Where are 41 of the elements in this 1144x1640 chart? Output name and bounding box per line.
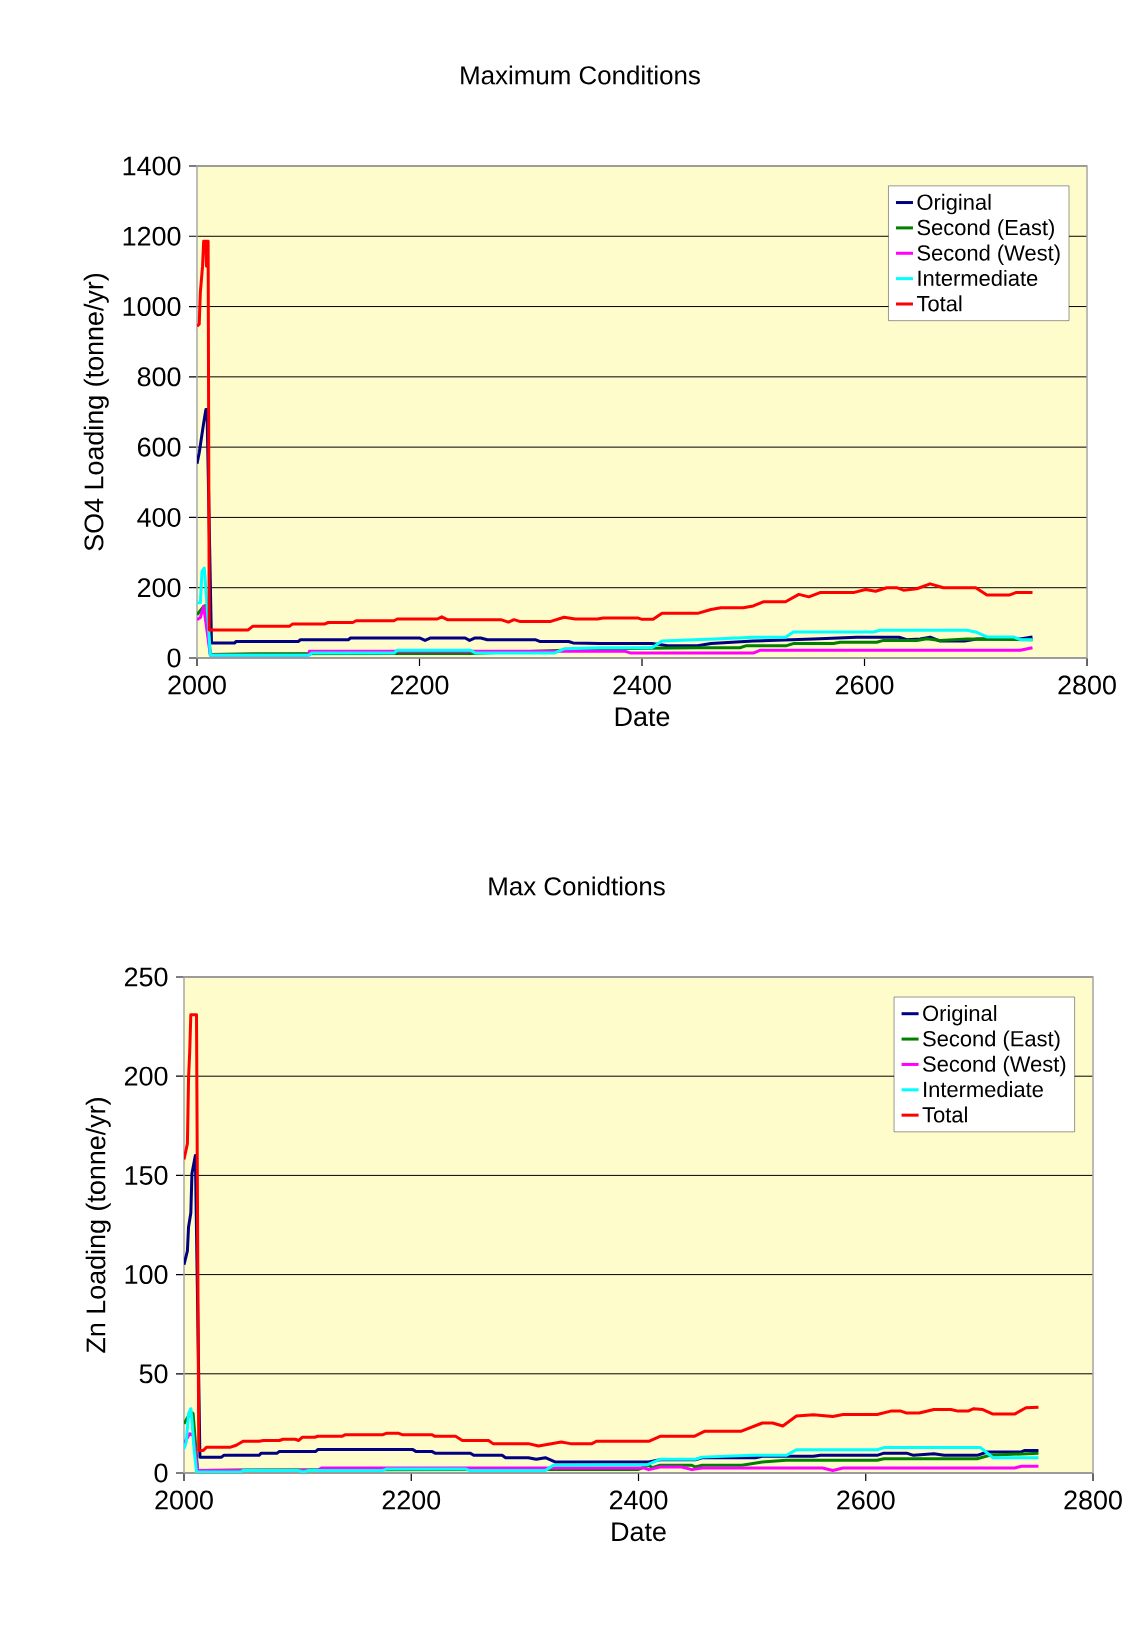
x-tick-label: 2200 xyxy=(382,1490,441,1510)
y-tick-label: 800 xyxy=(137,367,181,387)
x-tick-label: 2600 xyxy=(837,1490,895,1510)
x-tick-label: 2400 xyxy=(613,675,671,695)
y-tick-label: 0 xyxy=(154,1463,168,1483)
chart-title: Max Conidtions xyxy=(489,876,665,896)
legend-label: Original xyxy=(917,193,991,215)
x-tick-label: 2200 xyxy=(390,675,449,695)
legend-label: Total xyxy=(922,1106,967,1123)
chart-title: Maximum Conditions xyxy=(461,65,700,85)
x-tick-label: 2000 xyxy=(168,675,226,695)
x-axis-title: Date xyxy=(612,1522,666,1542)
y-axis-title: SO4 Loading (tonne/yr) xyxy=(83,273,109,551)
y-tick-label: 250 xyxy=(124,967,168,987)
legend-label: Original xyxy=(923,1005,997,1026)
x-tick-label: 2600 xyxy=(835,675,894,695)
x-tick-label: 2800 xyxy=(1058,675,1116,695)
x-tick-label: 2800 xyxy=(1064,1490,1122,1510)
y-tick-label: 50 xyxy=(139,1364,168,1384)
y-axis-title: Zn Loading (tonne/yr) xyxy=(85,1098,111,1353)
y-tick-label: 150 xyxy=(125,1165,168,1185)
y-tick-label: 200 xyxy=(137,578,181,598)
x-tick-label: 2000 xyxy=(155,1490,213,1510)
y-tick-label: 400 xyxy=(137,507,181,527)
y-tick-label: 100 xyxy=(125,1265,168,1285)
x-axis-title: Date xyxy=(615,707,670,727)
x-tick-label: 2400 xyxy=(609,1490,668,1510)
y-tick-label: 200 xyxy=(124,1066,168,1086)
legend-label: Intermediate xyxy=(924,1081,1043,1098)
line-series xyxy=(197,566,1034,657)
legend-label: Total xyxy=(916,295,962,312)
y-tick-label: 1400 xyxy=(123,156,181,176)
y-tick-label: 0 xyxy=(167,648,181,668)
legend-label: Second (West) xyxy=(923,1055,1066,1077)
y-tick-label: 1000 xyxy=(123,297,181,317)
y-tick-label: 1200 xyxy=(123,226,181,246)
legend-label: Second (East) xyxy=(923,1030,1060,1051)
legend-label: Intermediate xyxy=(918,269,1038,287)
legend-label: Second (East) xyxy=(917,219,1054,240)
y-tick-label: 600 xyxy=(137,437,181,457)
legend-label: Second (West) xyxy=(917,244,1060,265)
